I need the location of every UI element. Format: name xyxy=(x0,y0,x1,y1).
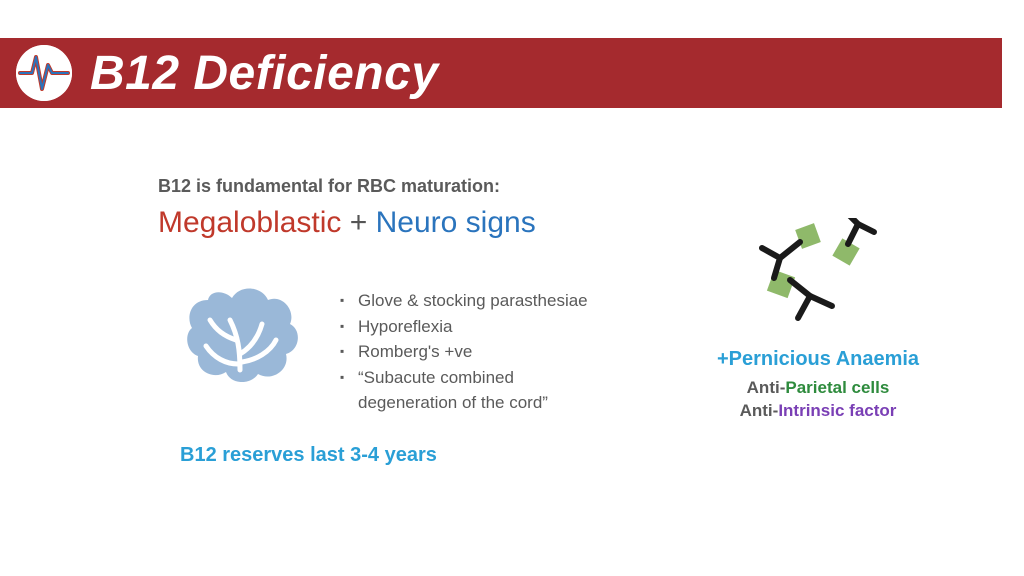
list-item: “Subacute combined xyxy=(340,365,588,391)
list-item-continuation: degeneration of the cord” xyxy=(340,390,588,416)
anti-prefix: Anti- xyxy=(747,378,786,397)
antibody-icon xyxy=(740,218,880,328)
anti-prefix: Anti- xyxy=(740,401,779,420)
intro-text: B12 is fundamental for RBC maturation: xyxy=(158,176,500,197)
headline: Megaloblastic + Neuro signs xyxy=(158,206,536,240)
headline-plus: + xyxy=(341,206,375,239)
parietal-cells-text: Parietal cells xyxy=(785,378,889,397)
headline-neuro: Neuro signs xyxy=(376,206,536,239)
brain-icon xyxy=(180,280,310,400)
headline-megaloblastic: Megaloblastic xyxy=(158,206,341,239)
symptom-list: Glove & stocking parasthesiae Hyporeflex… xyxy=(340,288,588,416)
intrinsic-factor-text: Intrinsic factor xyxy=(778,401,896,420)
anti-parietal-line: Anti-Parietal cells xyxy=(688,377,948,400)
pernicious-block: +Pernicious Anaemia Anti-Parietal cells … xyxy=(688,348,948,423)
pernicious-title: +Pernicious Anaemia xyxy=(688,348,948,371)
title-banner: B12 Deficiency xyxy=(0,38,1002,108)
reserve-note: B12 reserves last 3-4 years xyxy=(180,444,437,467)
heartbeat-icon xyxy=(16,45,72,101)
list-item: Glove & stocking parasthesiae xyxy=(340,288,588,314)
list-item: Hyporeflexia xyxy=(340,314,588,340)
slide-title: B12 Deficiency xyxy=(90,46,439,101)
anti-intrinsic-line: Anti-Intrinsic factor xyxy=(688,400,948,423)
list-item: Romberg's +ve xyxy=(340,339,588,365)
